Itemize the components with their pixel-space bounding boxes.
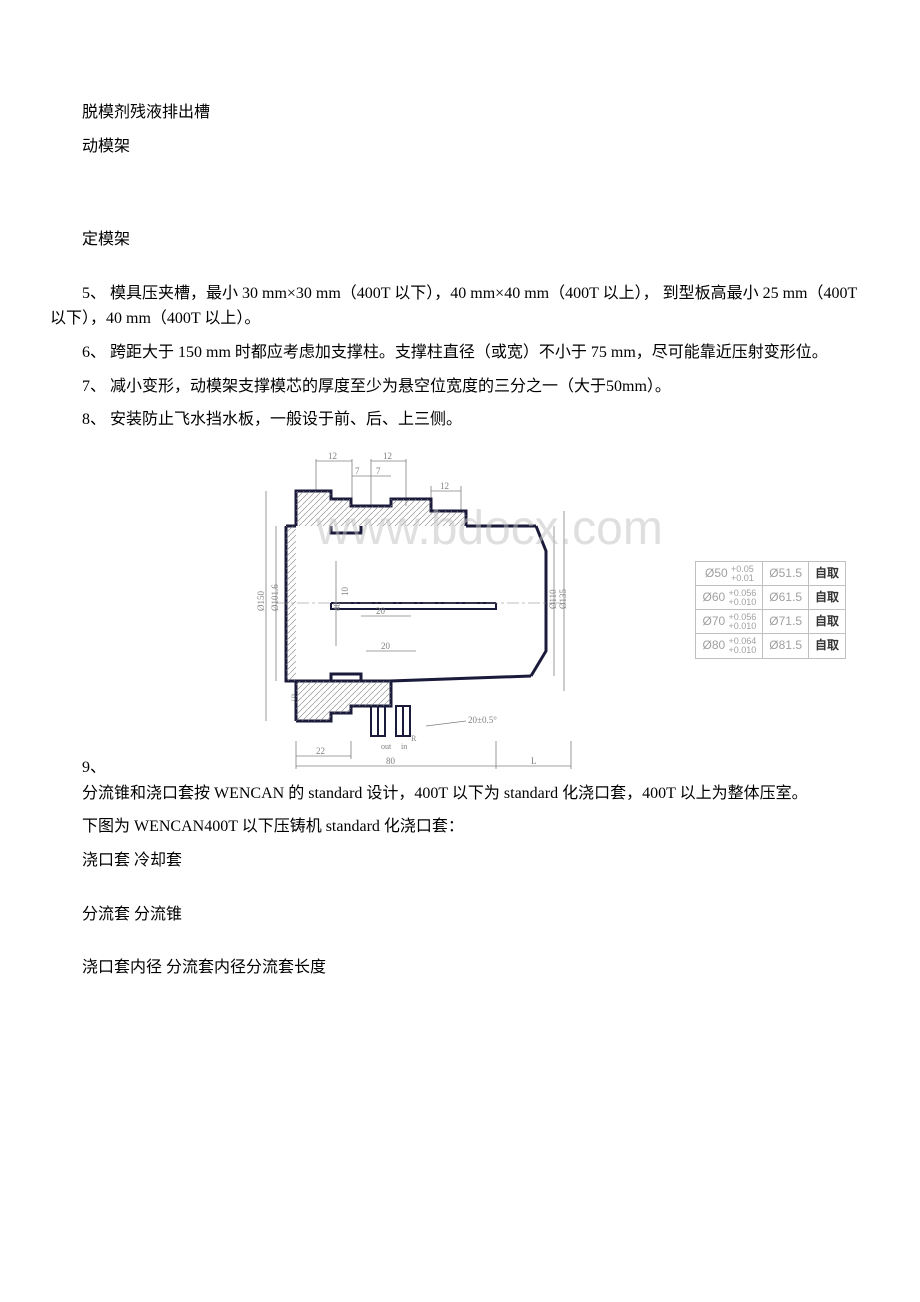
svg-text:L: L xyxy=(531,756,537,766)
table-row: Ø60 +0.056+0.010 Ø61.5 自取 xyxy=(696,585,846,609)
text-line: 浇口套 冷却套 xyxy=(50,848,870,874)
svg-text:Ø110: Ø110 xyxy=(548,589,558,609)
sprue-bush-drawing-icon: 12 12 7 7 12 xyxy=(236,451,596,771)
text-line: 分流套 分流锥 xyxy=(50,902,870,928)
text-line: 动模架 xyxy=(50,134,870,160)
text-item-9-number: 9、 xyxy=(50,755,106,781)
svg-text:20: 20 xyxy=(381,641,391,651)
technical-drawing-figure: www.bdocx.com 12 1 xyxy=(236,451,786,771)
table-row: Ø80 +0.064+0.010 Ø81.5 自取 xyxy=(696,634,846,658)
text-item-7: 7、 减小变形，动模架支撑模芯的厚度至少为悬空位宽度的三分之一（大于50mm）。 xyxy=(50,374,870,400)
text-line: 下图为 WENCAN400T 以下压铸机 standard 化浇口套： xyxy=(50,814,870,840)
svg-text:R: R xyxy=(411,734,417,743)
svg-text:12: 12 xyxy=(328,451,337,461)
svg-text:20: 20 xyxy=(376,606,386,616)
svg-text:12: 12 xyxy=(383,451,392,461)
svg-text:5: 5 xyxy=(291,693,296,703)
tolerance-table: Ø50 +0.05+0.01 Ø51.5 自取 Ø60 +0.056+0.010… xyxy=(695,561,846,659)
text-item-6: 6、 跨距大于 150 mm 时都应考虑加支撑柱。支撑柱直径（或宽）不小于 75… xyxy=(50,340,870,366)
table-row: Ø50 +0.05+0.01 Ø51.5 自取 xyxy=(696,561,846,585)
svg-text:7: 7 xyxy=(376,466,381,476)
svg-text:12: 12 xyxy=(440,481,449,491)
svg-text:Ø101.6: Ø101.6 xyxy=(270,584,280,611)
text-line: 脱模剂残液排出槽 xyxy=(50,100,870,126)
svg-text:out: out xyxy=(381,742,392,751)
svg-text:Ø135: Ø135 xyxy=(558,588,568,608)
svg-text:in: in xyxy=(401,742,407,751)
svg-text:Ø150: Ø150 xyxy=(256,590,266,610)
svg-text:40: 40 xyxy=(332,601,342,611)
svg-text:80: 80 xyxy=(386,756,396,766)
text-line: 定模架 xyxy=(50,227,870,253)
table-row: Ø70 +0.056+0.010 Ø71.5 自取 xyxy=(696,610,846,634)
svg-text:20±0.5°: 20±0.5° xyxy=(468,715,497,725)
text-item-8: 8、 安装防止飞水挡水板，一般设于前、后、上三侧。 xyxy=(50,407,870,433)
text-line: 浇口套内径 分流套内径分流套长度 xyxy=(50,955,870,981)
item-9-row: 9、 www.bdocx.com xyxy=(50,441,870,781)
svg-text:7: 7 xyxy=(355,466,360,476)
text-item-5: 5、 模具压夹槽，最小 30 mm×30 mm（400T 以下），40 mm×4… xyxy=(50,281,870,332)
svg-text:22: 22 xyxy=(316,746,325,756)
svg-text:10: 10 xyxy=(340,586,350,596)
text-item-9-body: 分流锥和浇口套按 WENCAN 的 standard 设计，400T 以下为 s… xyxy=(50,781,870,807)
